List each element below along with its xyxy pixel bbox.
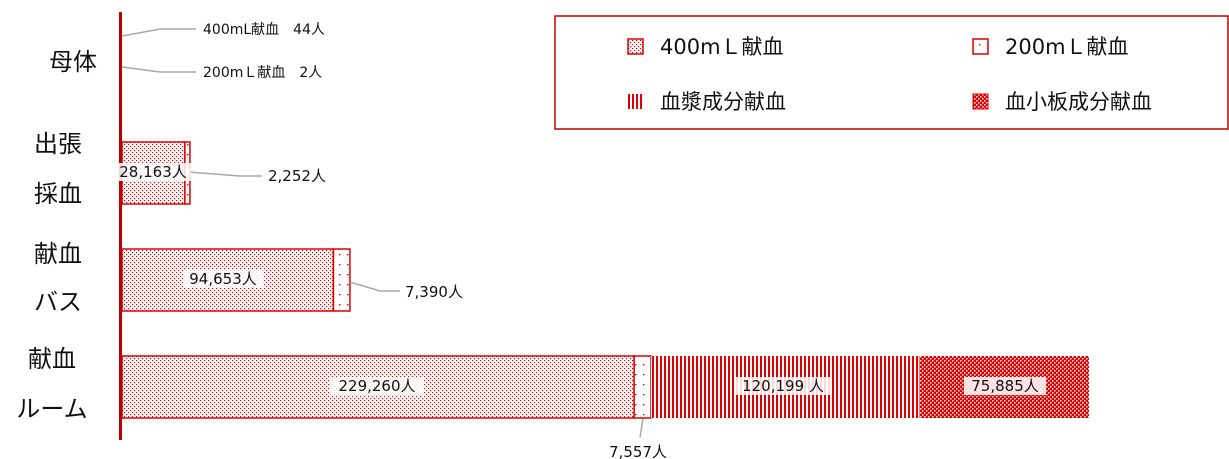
legend-swatch-200ml: [972, 38, 989, 55]
legend-swatch-400ml: [627, 38, 644, 55]
bar-bus-400ml: [121, 248, 335, 312]
legend-label-200ml: 200mＬ献血: [1005, 35, 1129, 59]
data-label-bg-room-platelet: [964, 377, 1046, 395]
data-label-room-400: 229,260人: [338, 377, 415, 395]
legend: 400mＬ献血 200mＬ献血 血漿成分献血 血小板成分献血: [554, 15, 1229, 130]
bar-room-200ml: [633, 355, 652, 419]
leader-line-mothership-400: [121, 28, 196, 37]
bar-bus-200ml: [332, 248, 351, 312]
category-axis: [119, 12, 122, 440]
data-label-bus-400: 94,653人: [189, 270, 257, 288]
category-label-room-line1: 献血: [28, 345, 76, 373]
data-label-mothership-400: 400mL献血 44人: [203, 22, 325, 38]
legend-swatch-platelet: [972, 93, 989, 110]
data-label-bg-room-400: [330, 377, 424, 395]
category-label-mobile-line1: 出張: [34, 130, 82, 158]
leader-lines: [121, 28, 644, 438]
data-label-bg-room-plasma: [735, 377, 831, 395]
legend-frame: [554, 15, 1229, 130]
data-label-mobile-200: 2,252人: [268, 167, 326, 185]
category-label-room-line2: ルーム: [16, 395, 87, 423]
category-label-bus-line1: 献血: [34, 240, 82, 268]
leader-line-room-200: [639, 418, 644, 438]
data-label-bg-mobile-400: [115, 163, 191, 181]
data-label-bg-bus-400: [183, 270, 263, 288]
data-label-mothership-200: 200mＬ献血 2人: [203, 65, 322, 81]
data-label-room-platelet: 75,885人: [971, 377, 1039, 395]
legend-label-plasma: 血漿成分献血: [660, 90, 786, 114]
legend-label-400ml: 400mＬ献血: [660, 35, 784, 59]
data-label-room-200: 7,557人: [609, 443, 667, 459]
legend-swatch-plasma: [628, 94, 643, 109]
leader-line-mothership-200: [121, 66, 196, 73]
category-label-mobile-line2: 採血: [34, 180, 82, 208]
leader-line-bus-200: [349, 281, 400, 292]
data-label-bus-200: 7,390人: [405, 283, 463, 301]
data-label-room-plasma: 120,199 人: [742, 377, 824, 395]
data-label-mobile-400: 28,163人: [119, 163, 187, 181]
leader-line-mobile-200: [187, 171, 262, 177]
category-label-mothership: 母体: [49, 48, 97, 76]
legend-label-platelet: 血小板成分献血: [1005, 90, 1152, 114]
category-label-bus-line2: バス: [34, 288, 82, 316]
